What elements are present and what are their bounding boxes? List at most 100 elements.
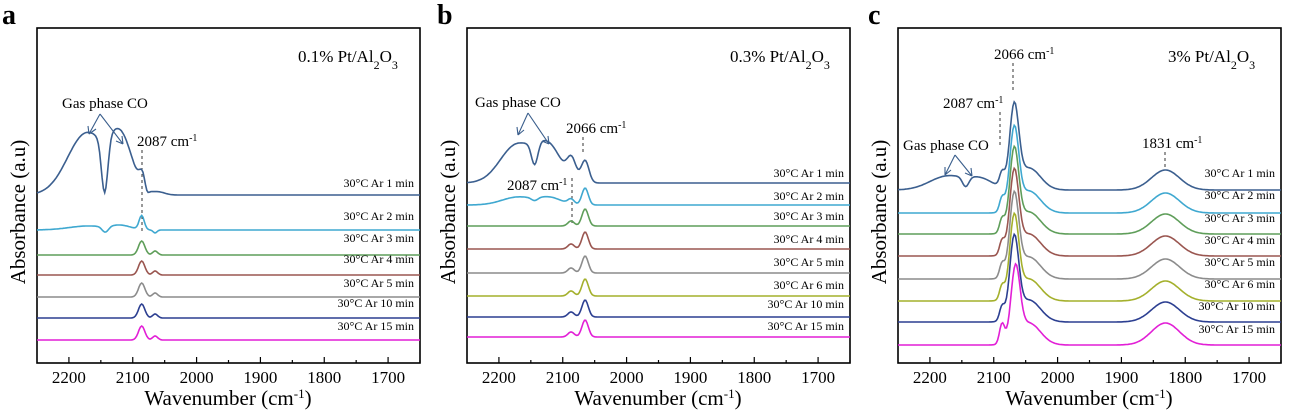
x-tick-label: 1800 bbox=[737, 368, 771, 387]
series-label: 30°C Ar 4 min bbox=[1205, 233, 1275, 247]
x-tick-label: 2100 bbox=[546, 368, 580, 387]
x-tick-label: 2000 bbox=[610, 368, 644, 387]
series-label: 30°C Ar 2 min bbox=[344, 209, 414, 223]
series-line bbox=[466, 139, 850, 184]
panel-letter: a bbox=[2, 0, 16, 31]
gas-phase-arrow-2 bbox=[527, 112, 550, 145]
gas-phase-co-label: Gas phase CO bbox=[62, 96, 148, 112]
series-line bbox=[467, 319, 850, 338]
trace-labels-a: 30°C Ar 1 min 30°C Ar 2 min 30°C Ar 3 min 3… bbox=[338, 176, 414, 333]
peak-2066-label: 2066 cm-1 bbox=[994, 46, 1054, 64]
peak-2087-label: 2087 cm-1 bbox=[943, 95, 1003, 113]
sample-label: 0.3% Pt/Al2O3 bbox=[730, 47, 830, 72]
series-line bbox=[898, 166, 1281, 257]
panel-letter: b bbox=[437, 0, 453, 31]
series-label: 30°C Ar 3 min bbox=[344, 231, 414, 245]
x-tick-label: 1700 bbox=[371, 368, 405, 387]
series-label: 30°C Ar 3 min bbox=[1205, 211, 1275, 225]
series-label: 30°C Ar 6 min bbox=[774, 278, 844, 292]
gas-phase-arrow-1 bbox=[516, 112, 529, 136]
series-label: 30°C Ar 10 min bbox=[768, 297, 844, 311]
x-tick-label: 1700 bbox=[1232, 368, 1266, 387]
peak-2066-label: 2066 cm-1 bbox=[566, 120, 626, 138]
series-label: 30°C Ar 1 min bbox=[344, 176, 414, 190]
series-line bbox=[467, 278, 850, 297]
series-label: 30°C Ar 2 min bbox=[774, 189, 844, 203]
series-line bbox=[37, 281, 420, 298]
series-label: 30°C Ar 1 min bbox=[774, 166, 844, 180]
series-label: 30°C Ar 10 min bbox=[1199, 299, 1275, 313]
trace-labels-b: 30°C Ar 1 min 30°C Ar 2 min 30°C Ar 3 min 3… bbox=[768, 166, 844, 333]
x-tick-label: 1800 bbox=[307, 368, 341, 387]
series-line bbox=[467, 231, 850, 250]
x-tick-label: 2000 bbox=[180, 368, 214, 387]
series-line bbox=[467, 255, 850, 274]
x-tick-label: 2200 bbox=[52, 368, 86, 387]
sample-label: 0.1% Pt/Al2O3 bbox=[298, 47, 398, 72]
series-label: 30°C Ar 15 min bbox=[338, 319, 414, 333]
series-line bbox=[467, 208, 850, 227]
x-tick-label: 1900 bbox=[1104, 368, 1138, 387]
x-tick-label: 1900 bbox=[243, 368, 277, 387]
x-tick-label: 1700 bbox=[801, 368, 835, 387]
gas-phase-arrow-2 bbox=[99, 113, 124, 145]
gas-phase-arrow-1 bbox=[87, 113, 101, 135]
series-label: 30°C Ar 5 min bbox=[344, 276, 414, 290]
series-label: 30°C Ar 3 min bbox=[774, 209, 844, 223]
series-line bbox=[37, 324, 420, 341]
series-line bbox=[897, 100, 1281, 191]
sample-label: 3% Pt/Al2O3 bbox=[1168, 47, 1255, 72]
series-line bbox=[898, 144, 1281, 235]
series-line bbox=[37, 239, 420, 256]
x-axis-a: 2200 2100 2000 1900 1800 1700 bbox=[52, 357, 421, 387]
x-tick-label: 2200 bbox=[913, 368, 947, 387]
y-axis-label: Absorbance (a.u) bbox=[436, 140, 460, 285]
peak-2087-label: 2087 cm-1 bbox=[507, 177, 567, 195]
x-axis-b: 2200 2100 2000 1900 1800 1700 bbox=[482, 357, 851, 387]
x-axis-label: Wavenumber (cm-1) bbox=[574, 386, 741, 411]
trace-labels-c: 30°C Ar 1 min 30°C Ar 2 min 30°C Ar 3 min 3… bbox=[1199, 166, 1275, 336]
panel-letter: c bbox=[868, 0, 880, 31]
series-line bbox=[37, 259, 420, 276]
series-line bbox=[898, 211, 1281, 302]
series-label: 30°C Ar 6 min bbox=[1205, 277, 1275, 291]
series-line bbox=[37, 302, 420, 319]
panel-c: c 3% Pt/Al2O3 2066 cm-1 2087 cm-1 1831 c… bbox=[867, 0, 1282, 411]
y-axis-label: Absorbance (a.u) bbox=[867, 140, 891, 285]
series-line bbox=[898, 262, 1281, 346]
series-label: 30°C Ar 5 min bbox=[774, 255, 844, 269]
series-label: 30°C Ar 5 min bbox=[1205, 255, 1275, 269]
series-line bbox=[36, 127, 420, 196]
x-tick-label: 1900 bbox=[673, 368, 707, 387]
series-line bbox=[898, 189, 1281, 280]
panel-b: b 0.3% Pt/Al2O3 Gas phase CO 2066 cm-1 2… bbox=[436, 0, 851, 411]
traces-a bbox=[36, 127, 420, 341]
y-axis-label: Absorbance (a.u) bbox=[6, 140, 30, 285]
traces-b bbox=[466, 139, 850, 338]
series-label: 30°C Ar 10 min bbox=[338, 296, 414, 310]
gas-phase-co-label: Gas phase CO bbox=[475, 95, 561, 111]
x-axis-label: Wavenumber (cm-1) bbox=[144, 386, 311, 411]
x-axis-label: Wavenumber (cm-1) bbox=[1005, 386, 1172, 411]
series-line bbox=[467, 299, 850, 318]
traces-c bbox=[897, 100, 1281, 346]
series-label: 30°C Ar 15 min bbox=[1199, 322, 1275, 336]
x-tick-label: 2100 bbox=[116, 368, 150, 387]
x-tick-label: 2000 bbox=[1041, 368, 1075, 387]
peak-2087-label: 2087 cm-1 bbox=[137, 133, 197, 151]
series-label: 30°C Ar 4 min bbox=[344, 252, 414, 266]
series-label: 30°C Ar 2 min bbox=[1205, 188, 1275, 202]
series-label: 30°C Ar 4 min bbox=[774, 232, 844, 246]
series-line bbox=[898, 232, 1281, 323]
panel-a: a 0.1% Pt/Al2O3 Gas phase CO 2087 cm-1 3… bbox=[2, 0, 421, 411]
series-line bbox=[898, 123, 1281, 214]
x-tick-label: 1800 bbox=[1168, 368, 1202, 387]
series-line bbox=[37, 214, 420, 234]
series-label: 30°C Ar 1 min bbox=[1205, 166, 1275, 180]
x-axis-c: 2200 2100 2000 1900 1800 1700 bbox=[913, 357, 1282, 387]
gas-phase-arrow-2 bbox=[954, 154, 973, 177]
x-tick-label: 2100 bbox=[977, 368, 1011, 387]
series-label: 30°C Ar 15 min bbox=[768, 319, 844, 333]
